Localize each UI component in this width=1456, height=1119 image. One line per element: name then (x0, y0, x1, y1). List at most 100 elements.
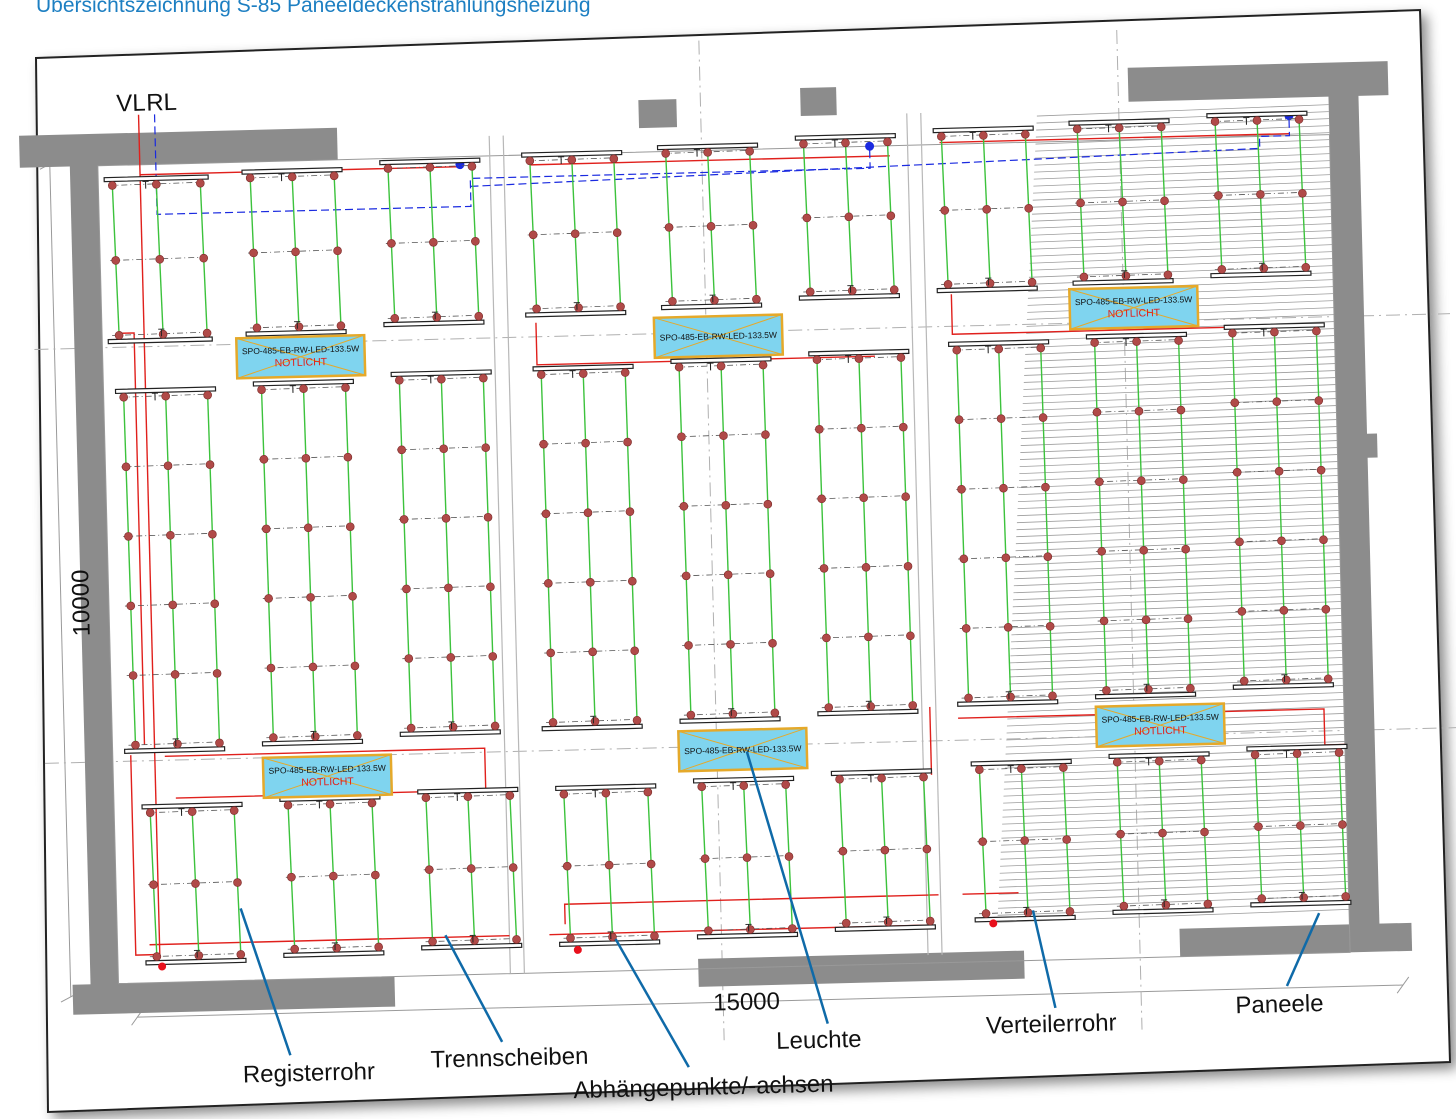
hanger-point (149, 880, 158, 889)
header-bar (283, 950, 385, 958)
hanger-point (432, 312, 442, 322)
hanger-axis (661, 149, 754, 154)
hanger-point (994, 344, 1004, 354)
separator-marker: T (730, 781, 737, 793)
separator-marker: T (1105, 123, 1112, 135)
hanger-axis (1076, 273, 1169, 278)
fixture-note: NOTLICHT (301, 776, 354, 789)
hanger-point (630, 646, 639, 656)
hanger-point (903, 561, 913, 571)
hanger-point (728, 709, 738, 719)
hanger-point (446, 653, 456, 662)
hanger-point (155, 254, 165, 264)
hanger-axis (119, 393, 212, 398)
hanger-point (474, 311, 484, 321)
hanger-point (857, 423, 866, 433)
hanger-point (625, 507, 635, 516)
panel-group: TT (1068, 118, 1174, 286)
hanger-point (628, 576, 637, 586)
hanger-point (768, 639, 777, 648)
register-pipe (582, 373, 596, 722)
hanger-point (864, 632, 873, 642)
hanger-axis (816, 495, 909, 500)
hanger-point (1176, 405, 1186, 415)
separator-marker: T (845, 354, 852, 366)
hanger-point (1239, 676, 1249, 686)
hanger-point (608, 932, 617, 942)
hanger-point (588, 647, 597, 657)
hanger-point (1038, 413, 1048, 422)
hanger-axis (697, 783, 790, 788)
hanger-point (677, 432, 686, 442)
hanger-axis (529, 305, 622, 310)
hanger-axis (1099, 686, 1192, 692)
hanger-axis (819, 634, 912, 639)
hanger-axis (1073, 125, 1166, 130)
hanger-point (1338, 820, 1347, 829)
zone-separators (488, 112, 943, 974)
header-bar (245, 328, 347, 337)
hanger-point (721, 500, 731, 510)
hanger-point (646, 859, 656, 869)
separator-marker: T (158, 327, 165, 339)
hanger-point (1298, 189, 1307, 198)
hanger-axis (975, 766, 1068, 771)
hanger-point (668, 297, 677, 306)
hanger-point (859, 493, 868, 503)
hanger-point (906, 631, 915, 641)
hanger-axis (148, 881, 240, 886)
register-pipe (1135, 341, 1150, 690)
hanger-point (616, 302, 625, 311)
valve-points (158, 919, 998, 971)
hanger-point (1235, 537, 1244, 547)
register-pipe (1231, 333, 1245, 681)
hanger-point (1279, 606, 1289, 615)
hanger-point (982, 205, 992, 214)
hanger-point (567, 155, 577, 165)
separator-marker: T (728, 707, 735, 719)
separator-marker: T (469, 933, 476, 945)
hanger-axis (1230, 399, 1323, 404)
hanger-point (345, 522, 355, 532)
panel-group: TT (241, 167, 347, 337)
hanger-point (838, 846, 848, 856)
hanger-point (108, 181, 117, 190)
hanger-point (1121, 271, 1131, 281)
hanger-point (111, 256, 121, 265)
hanger-point (985, 278, 995, 288)
hanger-axis (941, 280, 1034, 285)
hanger-point (784, 852, 794, 861)
panel-group: TT (830, 768, 937, 933)
hanger-axis (954, 416, 1047, 421)
hanger-point (299, 384, 308, 393)
hanger-point (937, 132, 946, 141)
header-bar (559, 939, 661, 947)
hanger-point (1114, 123, 1124, 133)
hanger-point (975, 765, 984, 775)
separator-marker: T (607, 930, 614, 942)
hanger-point (609, 154, 619, 164)
hanger-point (428, 937, 437, 946)
hanger-point (233, 878, 242, 887)
panel-group: TT (932, 125, 1038, 294)
hanger-point (889, 285, 899, 295)
hanger-axis (956, 485, 1049, 490)
hanger-axis (663, 223, 756, 228)
hanger-point (590, 717, 600, 726)
hanger-point (471, 236, 480, 246)
register-pipe (302, 388, 317, 737)
hanger-point (1144, 685, 1153, 694)
hanger-point (424, 865, 434, 874)
separator-marker: T (1145, 756, 1152, 768)
hanger-point (131, 740, 140, 750)
hanger-axis (124, 602, 217, 607)
hanger-axis (387, 314, 480, 319)
panel-group: TT (532, 363, 643, 732)
hanger-point (528, 230, 538, 240)
hanger-point (166, 531, 175, 540)
hanger-point (822, 633, 831, 643)
hanger-point (954, 415, 964, 425)
hanger-point (781, 780, 791, 789)
panel-group: TT (970, 758, 1076, 923)
